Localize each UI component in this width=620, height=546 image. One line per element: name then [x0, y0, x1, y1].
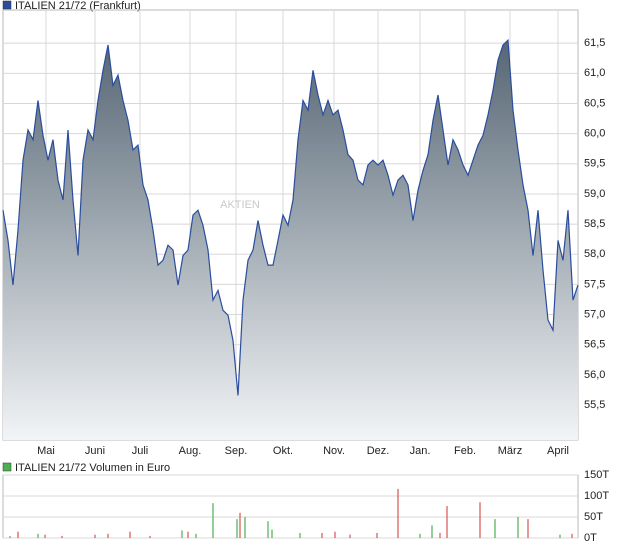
- bar: [61, 535, 63, 538]
- y-tick-label: 50T: [584, 511, 603, 523]
- x-tick-label: Feb.: [454, 445, 476, 457]
- y-tick-label: 100T: [584, 490, 609, 502]
- y-tick-label: 56,0: [584, 369, 605, 381]
- x-tick-label: Mai: [37, 445, 55, 457]
- bar: [431, 525, 433, 538]
- bar: [479, 502, 481, 538]
- bar: [397, 488, 399, 538]
- bar: [376, 532, 378, 538]
- bar: [321, 532, 323, 538]
- bar: [271, 529, 273, 538]
- y-tick-label: 56,5: [584, 339, 605, 351]
- bar: [494, 519, 496, 538]
- y-tick-label: 61,5: [584, 37, 605, 49]
- bar: [571, 533, 573, 538]
- y-tick-label: 59,0: [584, 188, 605, 200]
- bar: [267, 521, 269, 538]
- bar: [517, 517, 519, 538]
- bar: [9, 535, 11, 538]
- bar: [419, 533, 421, 538]
- bar: [129, 531, 131, 538]
- bar: [212, 503, 214, 538]
- y-tick-label: 150T: [584, 469, 609, 481]
- bar: [94, 534, 96, 538]
- x-tick-label: Dez.: [367, 445, 390, 457]
- bar: [181, 530, 183, 538]
- bar: [236, 519, 238, 538]
- y-tick-label: 60,5: [584, 97, 605, 109]
- bar: [107, 533, 109, 538]
- bar: [446, 506, 448, 538]
- watermark: AKTIEN: [220, 199, 260, 211]
- bar: [239, 512, 241, 538]
- bar: [44, 534, 46, 538]
- x-tick-label: Nov.: [323, 445, 345, 457]
- x-tick-label: Okt.: [273, 445, 293, 457]
- y-tick-label: 57,0: [584, 308, 605, 320]
- x-tick-label: Sep.: [225, 445, 248, 457]
- y-tick-label: 57,5: [584, 278, 605, 290]
- bar: [149, 535, 151, 538]
- y-tick-label: 58,5: [584, 218, 605, 230]
- bar: [334, 531, 336, 538]
- x-tick-label: März: [498, 445, 522, 457]
- chart-title: ITALIEN 21/72 (Frankfurt): [15, 0, 141, 12]
- bar: [299, 532, 301, 538]
- bar: [17, 531, 19, 538]
- x-tick-label: Aug.: [179, 445, 202, 457]
- bar: [349, 534, 351, 538]
- y-tick-label: 55,5: [584, 399, 605, 411]
- line: [2, 38, 579, 396]
- bar: [195, 533, 197, 538]
- y-tick-label: 61,0: [584, 67, 605, 79]
- y-tick-label: 59,5: [584, 158, 605, 170]
- y-tick-label: 58,0: [584, 248, 605, 260]
- bar: [37, 533, 39, 538]
- y-tick-label: 60,0: [584, 128, 605, 140]
- x-tick-label: Juni: [85, 445, 105, 457]
- x-tick-label: Juli: [132, 445, 149, 457]
- area: [3, 40, 578, 440]
- bar: [187, 531, 189, 538]
- bar: [244, 517, 246, 538]
- bar: [559, 534, 561, 538]
- legend-swatch: [2, 0, 12, 10]
- bar: [527, 519, 529, 538]
- legend-swatch: [2, 462, 12, 472]
- x-tick-label: Jan.: [410, 445, 431, 457]
- y-tick-label: 0T: [584, 532, 597, 544]
- plot-frame: [2, 474, 579, 539]
- bar: [439, 532, 441, 538]
- x-tick-label: April: [547, 445, 569, 457]
- chart-title: ITALIEN 21/72 Volumen in Euro: [15, 462, 170, 474]
